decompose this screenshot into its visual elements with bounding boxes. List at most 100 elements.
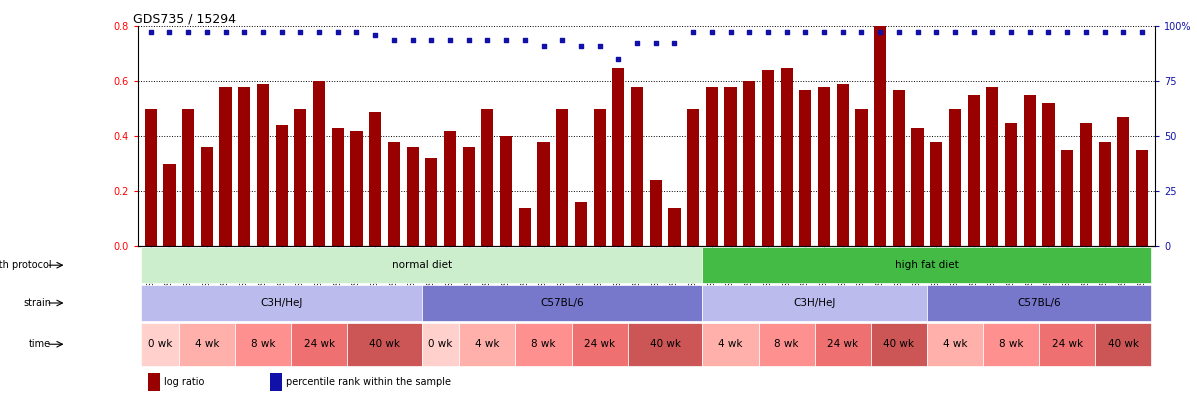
Point (889, 29, 909, 35)
Bar (800, 90, 812, 246)
Bar (421, 323, 460, 366)
Bar (351, 131, 363, 246)
Text: 4 wk: 4 wk (195, 339, 219, 349)
Point (235, 29, 254, 35)
Text: 24 wk: 24 wk (827, 339, 858, 349)
Point (272, 29, 291, 35)
Bar (856, 109, 868, 246)
Bar (893, 90, 905, 246)
Bar (500, 136, 512, 246)
Bar (332, 128, 344, 246)
Point (254, 29, 273, 35)
Bar (930, 142, 942, 246)
Point (796, 29, 815, 35)
Bar (703, 247, 1152, 284)
Text: 40 wk: 40 wk (883, 339, 915, 349)
Point (571, 43, 590, 49)
Bar (724, 87, 736, 246)
Bar (1005, 123, 1017, 246)
Bar (557, 109, 569, 246)
Bar (425, 158, 437, 246)
Bar (706, 87, 718, 246)
Bar (818, 87, 831, 246)
Point (384, 37, 403, 43)
Point (664, 40, 683, 46)
Bar (291, 323, 347, 366)
Point (870, 29, 889, 35)
Bar (275, 125, 287, 246)
Bar (703, 323, 759, 366)
Point (534, 43, 553, 49)
Point (365, 31, 384, 38)
Bar (182, 109, 194, 246)
Bar (312, 81, 326, 246)
Bar (201, 147, 213, 246)
Bar (481, 109, 493, 246)
Bar (407, 147, 419, 246)
Bar (1099, 142, 1111, 246)
Point (721, 29, 740, 35)
Point (328, 29, 347, 35)
Text: C57BL/6: C57BL/6 (540, 298, 584, 308)
Bar (294, 109, 306, 246)
Point (1095, 29, 1114, 35)
Text: 40 wk: 40 wk (369, 339, 400, 349)
Point (852, 29, 871, 35)
Point (1020, 29, 1039, 35)
Bar (761, 70, 774, 246)
Bar (627, 323, 703, 366)
Point (1076, 29, 1095, 35)
Text: 4 wk: 4 wk (475, 339, 499, 349)
Bar (986, 87, 998, 246)
Bar (444, 131, 456, 246)
Bar (983, 323, 1039, 366)
Bar (949, 109, 961, 246)
Bar (141, 247, 703, 284)
Text: 8 wk: 8 wk (998, 339, 1023, 349)
Point (515, 37, 534, 43)
Point (814, 29, 833, 35)
Bar (141, 323, 178, 366)
Bar (1023, 95, 1035, 246)
Bar (537, 142, 549, 246)
Bar (1080, 123, 1092, 246)
Bar (141, 285, 421, 321)
Bar (269, 373, 282, 391)
Bar (1117, 117, 1130, 246)
Bar (631, 87, 643, 246)
Text: GDS735 / 15294: GDS735 / 15294 (133, 12, 236, 25)
Bar (1095, 323, 1152, 366)
Text: C3H/HeJ: C3H/HeJ (794, 298, 836, 308)
Text: 0 wk: 0 wk (429, 339, 452, 349)
Point (141, 29, 160, 35)
Point (833, 29, 852, 35)
Bar (421, 285, 703, 321)
Bar (612, 68, 625, 246)
Point (178, 29, 198, 35)
Bar (516, 323, 571, 366)
Bar (518, 208, 531, 246)
Point (478, 37, 497, 43)
Text: high fat diet: high fat diet (895, 260, 959, 270)
Point (553, 37, 572, 43)
Point (160, 29, 180, 35)
Text: 8 wk: 8 wk (250, 339, 275, 349)
Bar (703, 285, 926, 321)
Text: 40 wk: 40 wk (1107, 339, 1138, 349)
Bar (837, 84, 849, 246)
Bar (743, 81, 755, 246)
Point (759, 29, 778, 35)
Point (646, 40, 666, 46)
Point (983, 29, 1002, 35)
Point (590, 43, 609, 49)
Point (703, 29, 722, 35)
Text: 24 wk: 24 wk (304, 339, 335, 349)
Bar (462, 147, 475, 246)
Bar (594, 109, 606, 246)
Bar (145, 109, 157, 246)
Text: 4 wk: 4 wk (718, 339, 743, 349)
Point (946, 29, 965, 35)
Point (440, 37, 460, 43)
Text: normal diet: normal diet (391, 260, 452, 270)
Text: C3H/HeJ: C3H/HeJ (261, 298, 303, 308)
